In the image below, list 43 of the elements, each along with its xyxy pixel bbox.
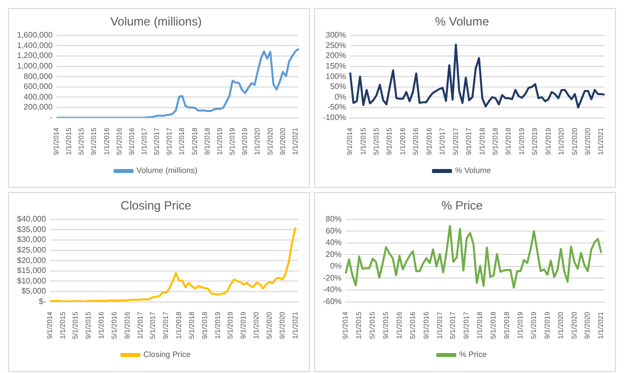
y-tick-label: 100% <box>326 72 346 81</box>
y-tick-label: 200% <box>326 51 346 60</box>
y-tick-label: $20,000 <box>16 256 46 265</box>
y-tick-label: 20% <box>326 250 342 259</box>
y-tick-label: 0% <box>334 92 346 102</box>
legend-label: % Price <box>459 350 488 360</box>
y-tick-label: - <box>50 112 53 122</box>
y-tick-label: 1,000,000 <box>16 61 54 70</box>
y-tick-label: $40,000 <box>16 214 46 224</box>
y-tick-label: -40% <box>322 285 342 294</box>
y-tick-label: $25,000 <box>16 245 46 254</box>
y-tick-label: 1,600,000 <box>16 30 54 40</box>
y-tick-label: 1,400,000 <box>16 40 54 50</box>
y-tick-label: -60% <box>322 296 342 306</box>
y-tick-label: 80% <box>326 214 342 224</box>
y-tick-label: -100% <box>323 112 346 122</box>
y-tick-label: $- <box>38 296 46 306</box>
y-tick-label: 0% <box>330 262 342 271</box>
y-tick-label: $5,000 <box>21 286 46 296</box>
y-tick-label: 300% <box>326 30 346 40</box>
y-tick-label: 1,200,000 <box>16 51 54 60</box>
y-tick-label: 60% <box>326 226 342 236</box>
y-tick-label: 200,000 <box>24 102 54 112</box>
y-tick-label: $15,000 <box>16 266 46 276</box>
y-tick-label: 600,000 <box>24 82 54 92</box>
legend-label: Volume (millions) <box>136 166 198 176</box>
chart-title: % Volume <box>434 14 490 29</box>
y-tick-label: $35,000 <box>16 224 46 234</box>
y-tick-label: 800,000 <box>24 72 54 81</box>
y-tick-label: -20% <box>322 273 342 282</box>
y-tick-label: $10,000 <box>16 276 46 286</box>
y-tick-label: 50% <box>330 82 346 92</box>
y-tick-label: $30,000 <box>16 235 46 244</box>
y-tick-label: 250% <box>326 40 346 50</box>
y-tick-label: 150% <box>326 61 346 70</box>
legend-label: % Volume <box>454 166 492 176</box>
y-tick-label: 400,000 <box>24 92 54 102</box>
y-tick-label: -50% <box>327 102 346 112</box>
chart-title: % Price <box>441 198 483 213</box>
chart-title: Closing Price <box>120 198 192 213</box>
y-tick-label: 40% <box>326 238 342 248</box>
chart-title: Volume (millions) <box>110 14 202 29</box>
legend-label: Closing Price <box>143 350 192 360</box>
